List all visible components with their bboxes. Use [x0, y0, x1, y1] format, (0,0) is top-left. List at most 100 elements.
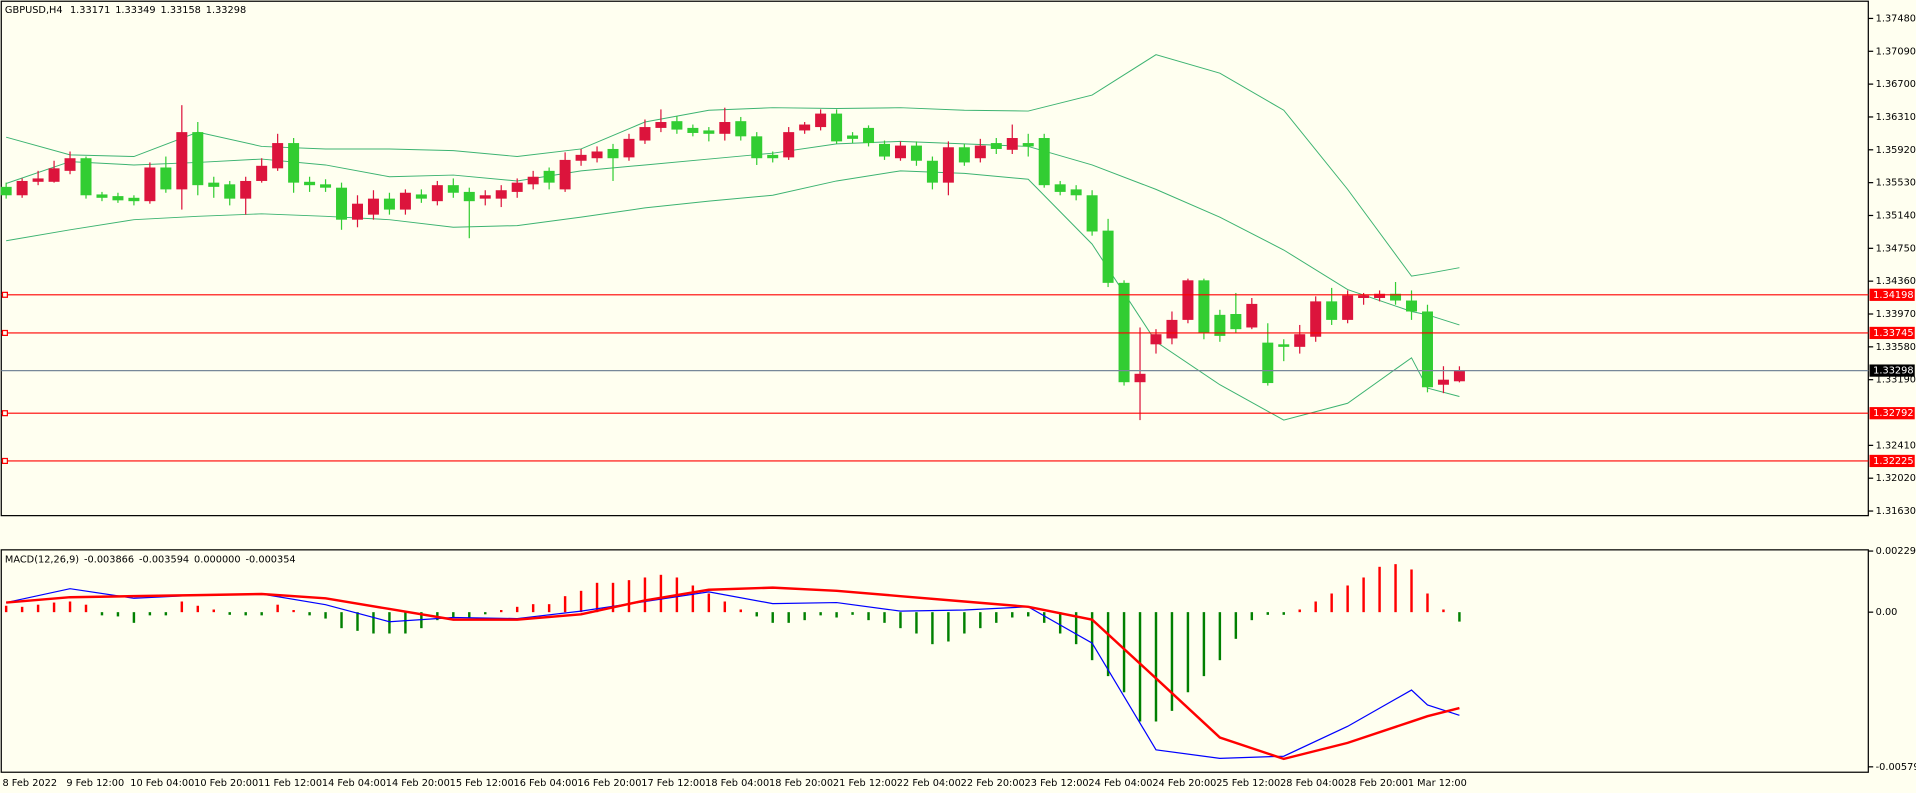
candle-body: [735, 121, 747, 137]
level-label-box: [1869, 288, 1915, 301]
candle-body: [16, 180, 28, 196]
x-tick-label: 1 Mar 12:00: [1408, 778, 1467, 789]
y-tick-label: 1.32020: [1876, 473, 1916, 484]
x-tick-label: 22 Feb 04:00: [897, 778, 961, 789]
candle-body: [623, 138, 635, 158]
x-tick-label: 22 Feb 20:00: [961, 778, 1025, 789]
candle-body: [1038, 138, 1050, 186]
x-tick-label: 14 Feb 04:00: [322, 778, 386, 789]
candle-body: [112, 196, 124, 201]
macd-value: -0.003866: [84, 555, 134, 566]
x-tick-label: 28 Feb 20:00: [1344, 778, 1408, 789]
line: [6, 170, 1460, 421]
last-price-label: 1.33298: [1873, 366, 1913, 377]
candle-body: [447, 185, 459, 193]
candle-body: [1294, 334, 1306, 347]
candle-body: [128, 197, 140, 202]
y-tick-label: 1.32410: [1876, 440, 1916, 451]
candle-body: [719, 122, 731, 134]
last-price-box: [1869, 364, 1915, 377]
candle-body: [1230, 314, 1242, 330]
candle-body: [1054, 184, 1066, 192]
y-tick-label: 1.34360: [1876, 276, 1916, 287]
x-tick-label: 21 Feb 12:00: [833, 778, 897, 789]
macd-pane: [0, 549, 1869, 773]
level-anchor: [1, 410, 8, 417]
candle-body: [767, 154, 779, 159]
candle-body: [479, 195, 491, 199]
candle-body: [958, 147, 970, 163]
candle-body: [1150, 334, 1162, 345]
symbol: GBPUSD,H4: [5, 5, 63, 16]
candle-body: [1246, 303, 1258, 328]
y-tick-label: 1.31630: [1876, 506, 1916, 517]
candle-body: [192, 132, 204, 186]
candle-body: [144, 167, 156, 202]
candle-body: [1374, 293, 1386, 299]
x-tick-label: 10 Feb 04:00: [130, 778, 194, 789]
candle-body: [160, 167, 172, 190]
candle-body: [575, 154, 587, 161]
candle-body: [655, 122, 667, 128]
line: [6, 54, 1460, 277]
y-tick-label: 1.35920: [1876, 145, 1916, 156]
candle-body: [1086, 195, 1098, 232]
level-label-box: [1869, 407, 1915, 420]
candle-body: [511, 182, 523, 192]
line: [6, 586, 1460, 761]
candle-body: [176, 132, 188, 190]
candle-body: [894, 145, 906, 159]
candle-body: [1421, 311, 1433, 388]
extra-value: 0.000000: [194, 555, 241, 566]
candle-body: [1022, 143, 1034, 147]
candle-body: [1278, 344, 1290, 347]
candle-body: [639, 127, 651, 141]
candle-body: [1182, 280, 1194, 320]
candle-body: [80, 158, 92, 196]
main-pane: [0, 0, 1869, 517]
candle-body: [240, 180, 252, 199]
candle-body: [1326, 301, 1338, 320]
candle-body: [591, 151, 603, 159]
x-tick-label: 25 Feb 12:00: [1216, 778, 1280, 789]
candle-body: [1358, 295, 1370, 299]
candle-body: [751, 136, 763, 159]
candle-body: [926, 160, 938, 183]
candle-body: [1134, 373, 1146, 383]
candle-body: [1390, 293, 1402, 301]
candle-body: [288, 143, 300, 183]
candle-body: [815, 113, 827, 128]
x-tick-label: 11 Feb 12:00: [258, 778, 322, 789]
x-tick-label: 24 Feb 04:00: [1088, 778, 1152, 789]
histogram-value: -0.000354: [246, 555, 296, 566]
y-tick-label: 1.36700: [1876, 79, 1916, 90]
candle-body: [607, 148, 619, 159]
level-label: 1.33745: [1873, 328, 1913, 339]
candle-body: [208, 182, 220, 187]
candle-body: [703, 130, 715, 134]
x-tick-label: 18 Feb 04:00: [705, 778, 769, 789]
candle-body: [1214, 314, 1226, 336]
candle-body: [367, 198, 379, 215]
symbol-header: GBPUSD,H4 1.33171 1.33349 1.33158 1.33298: [5, 5, 246, 16]
candle-body: [495, 190, 507, 199]
candle-body: [320, 184, 332, 188]
candle-body: [974, 145, 986, 159]
candle-body: [224, 184, 236, 199]
candle-body: [687, 127, 699, 133]
y-tick-label: 1.35140: [1876, 210, 1916, 221]
x-tick-label: 24 Feb 20:00: [1152, 778, 1216, 789]
macd-title: MACD(12,26,9): [5, 555, 79, 566]
macd-header: MACD(12,26,9) -0.003866 -0.003594 0.000000-…: [5, 555, 296, 566]
candle-body: [32, 178, 44, 182]
x-tick-label: 10 Feb 20:00: [194, 778, 258, 789]
candle-body: [415, 194, 427, 199]
candle-body: [1070, 189, 1082, 196]
x-tick-label: 28 Feb 04:00: [1280, 778, 1344, 789]
candle-body: [1006, 138, 1018, 150]
candle-body: [1342, 295, 1354, 320]
x-tick-label: 15 Feb 12:00: [450, 778, 514, 789]
candle-body: [431, 185, 443, 202]
candle-body: [272, 143, 284, 169]
